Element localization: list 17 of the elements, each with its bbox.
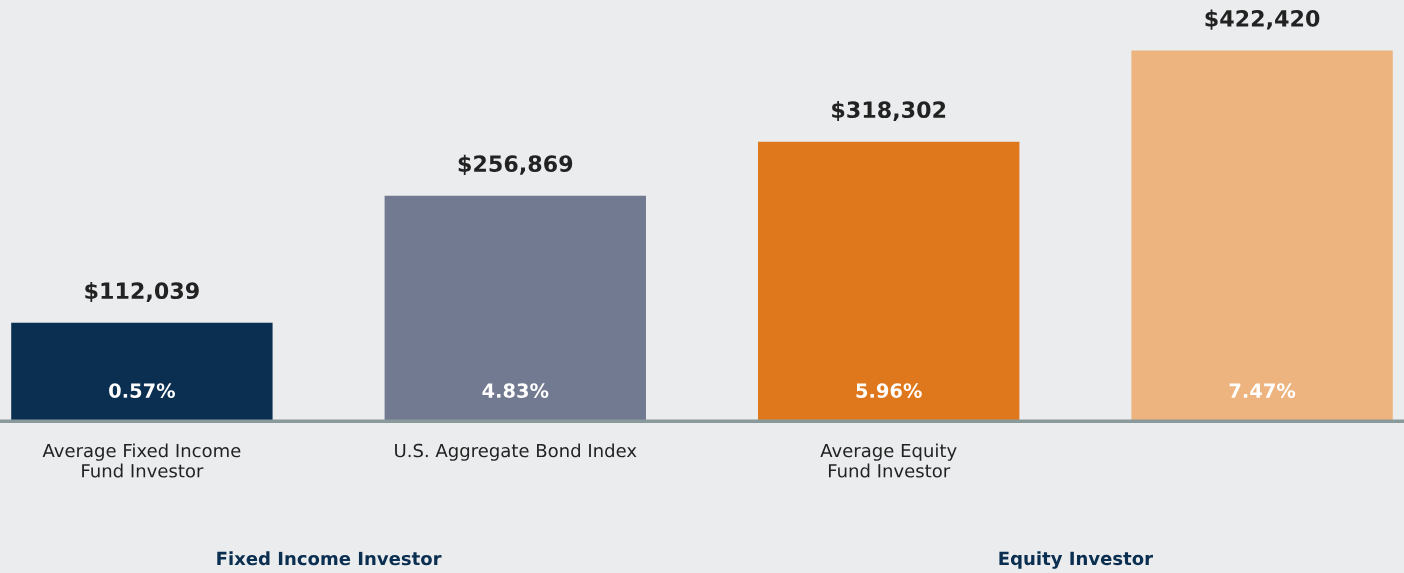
bar	[1131, 50, 1393, 422]
annotation: 4.83%	[482, 383, 549, 398]
annotation: 7.47%	[1229, 383, 1296, 398]
data-label: $256,869	[458, 154, 573, 175]
text: Fixed Income Investor	[217, 551, 442, 566]
bar	[384, 195, 646, 422]
data-label: $422,420	[1205, 9, 1320, 30]
bar	[758, 141, 1020, 422]
x-tick-label: Average Equity Fund Investor	[820, 443, 957, 478]
data-label: $112,039	[85, 281, 199, 303]
data-label: $318,302	[832, 100, 946, 122]
annotation: 0.57%	[109, 383, 175, 398]
x-tick-label: U.S. Aggregate Bond Index	[395, 443, 637, 461]
text: Equity Investor	[999, 551, 1153, 569]
bar	[11, 322, 273, 422]
x-tick-label: Average Fixed Income Fund Investor	[42, 443, 241, 478]
annotation: 5.96%	[856, 383, 922, 398]
